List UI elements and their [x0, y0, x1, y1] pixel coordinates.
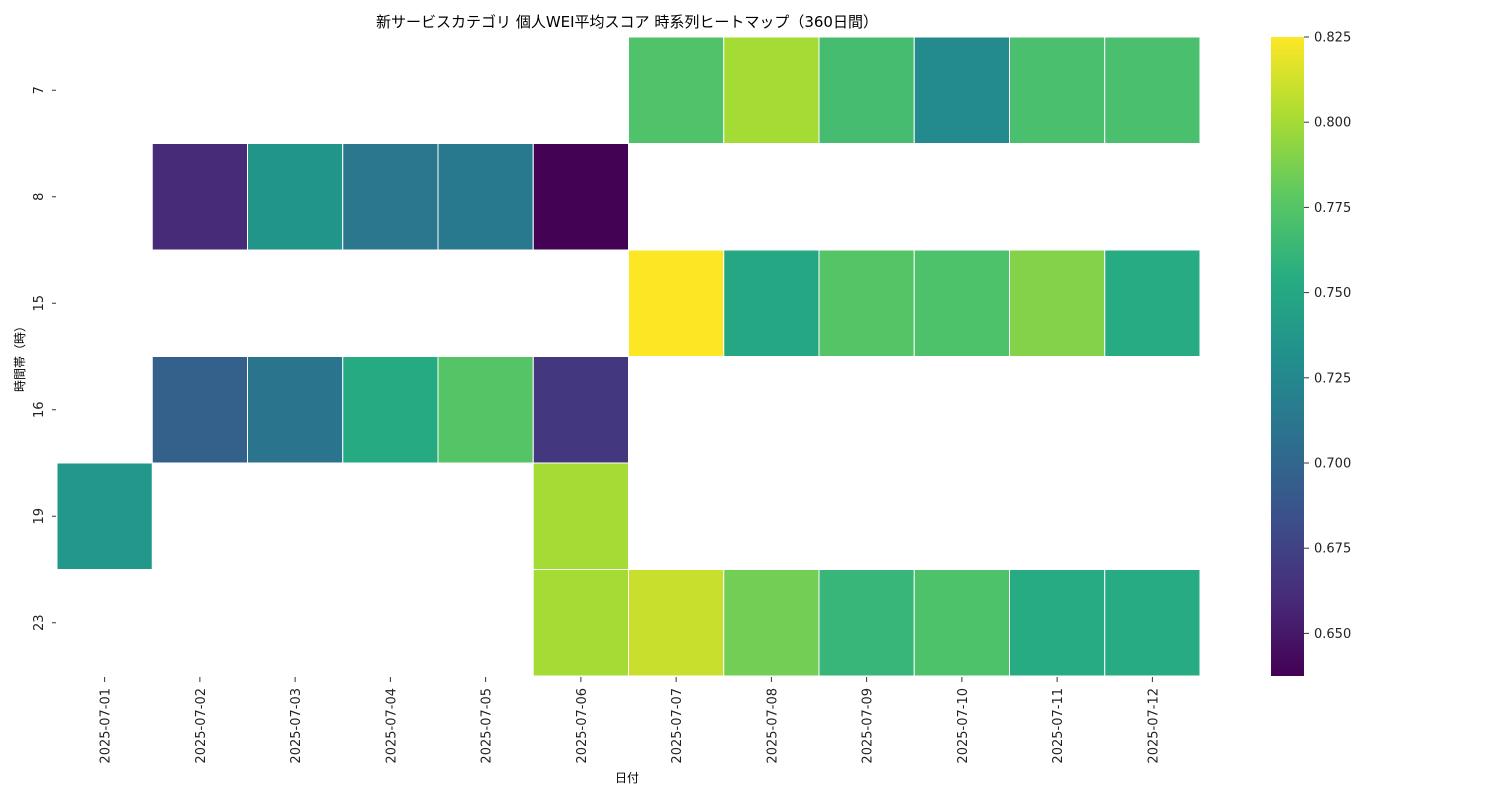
heatmap-cell: [342, 356, 439, 464]
heatmap-cell: [723, 36, 820, 144]
chart-title: 新サービスカテゴリ 個人WEI平均スコア 時系列ヒートマップ（360日間）: [376, 13, 878, 31]
heatmap-cell: [913, 569, 1010, 677]
heatmap-cell: [1104, 569, 1201, 677]
heatmap-cell: [437, 143, 534, 251]
heatmap-cell: [151, 143, 248, 251]
colorbar-tick-label: 0.775: [1314, 201, 1351, 216]
x-tick-label: 2025-07-01: [99, 688, 114, 764]
colorbar-tick-label: 0.750: [1314, 286, 1351, 301]
heatmap-cell: [151, 356, 248, 464]
x-axis: 2025-07-01 2025-07-02 2025-07-03 2025-07-04…: [99, 677, 1161, 764]
x-tick-label: 2025-07-02: [194, 688, 209, 764]
heatmap-cell: [628, 249, 725, 357]
colorbar-tick-label: 0.725: [1314, 371, 1351, 386]
y-axis: 7 8 15 16 19 23: [32, 86, 56, 631]
heatmap-cell: [1009, 36, 1106, 144]
y-tick-label: 19: [32, 508, 47, 525]
x-tick-label: 2025-07-08: [765, 688, 780, 764]
heatmap-cell: [913, 36, 1010, 144]
colorbar-tick-label: 0.800: [1314, 116, 1351, 131]
heatmap-cell: [913, 249, 1010, 357]
colorbar-tick-label: 0.650: [1314, 627, 1351, 642]
x-tick-label: 2025-07-07: [670, 688, 685, 764]
x-tick-label: 2025-07-10: [956, 688, 971, 764]
colorbar-tick-label: 0.825: [1314, 31, 1351, 46]
heatmap-cell: [723, 249, 820, 357]
x-tick-label: 2025-07-06: [575, 688, 590, 764]
heatmap-cell: [818, 249, 915, 357]
heatmap-cell: [247, 356, 344, 464]
heatmap-cell: [437, 356, 534, 464]
heatmap-cell: [342, 143, 439, 251]
heatmap-cell: [532, 356, 629, 464]
heatmap-cell: [818, 36, 915, 144]
y-tick-label: 23: [32, 614, 47, 631]
x-tick-label: 2025-07-04: [384, 688, 399, 764]
heatmap-cell: [723, 569, 820, 677]
heatmap-cell: [1104, 249, 1201, 357]
heatmap-cell: [247, 143, 344, 251]
heatmap-cell: [628, 569, 725, 677]
y-tick-label: 7: [32, 86, 47, 94]
x-axis-label: 日付: [615, 771, 639, 785]
x-tick-label: 2025-07-11: [1051, 688, 1066, 764]
colorbar-ticks: 0.650 0.675 0.700 0.725 0.750 0.775 0.800 0.825: [1304, 31, 1351, 642]
x-tick-label: 2025-07-03: [289, 688, 304, 764]
heatmap-cell: [628, 36, 725, 144]
colorbar-tick-label: 0.700: [1314, 457, 1351, 472]
colorbar-tick-label: 0.675: [1314, 542, 1351, 557]
heatmap-cell: [818, 569, 915, 677]
heatmap-cell: [532, 462, 629, 570]
heatmap-cell: [56, 462, 153, 570]
heatmap-cell: [1009, 249, 1106, 357]
heatmap-cells: [56, 36, 1201, 677]
heatmap-cell: [532, 143, 629, 251]
heatmap-cell: [532, 569, 629, 677]
y-tick-label: 8: [32, 193, 47, 201]
y-tick-label: 15: [32, 295, 47, 312]
y-tick-label: 16: [32, 401, 47, 418]
heatmap-cell: [1104, 36, 1201, 144]
x-tick-label: 2025-07-05: [480, 688, 495, 764]
heatmap-cell: [1009, 569, 1106, 677]
x-tick-label: 2025-07-12: [1146, 688, 1161, 764]
colorbar: [1271, 37, 1304, 676]
y-axis-label: 時間帯（時）: [13, 320, 27, 392]
x-tick-label: 2025-07-09: [861, 688, 876, 764]
